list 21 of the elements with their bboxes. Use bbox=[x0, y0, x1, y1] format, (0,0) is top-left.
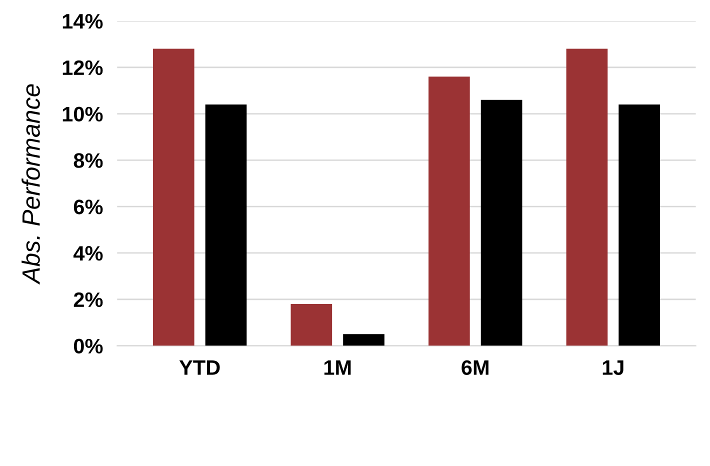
y-tick-label: 12% bbox=[62, 60, 103, 76]
bar bbox=[618, 104, 660, 346]
bar bbox=[205, 104, 247, 346]
y-tick-label: 14% bbox=[62, 14, 103, 29]
y-axis-title: Abs. Performance bbox=[22, 84, 40, 285]
y-tick-label: 8% bbox=[74, 153, 103, 168]
bar bbox=[566, 48, 608, 346]
y-tick-label: 6% bbox=[74, 200, 103, 214]
y-tick-label: 10% bbox=[62, 106, 103, 122]
y-tick-label: 0% bbox=[74, 338, 103, 354]
bar bbox=[480, 100, 522, 346]
bar bbox=[343, 334, 384, 346]
bar bbox=[290, 304, 332, 346]
bar bbox=[428, 76, 470, 346]
x-tick-label: 6M bbox=[462, 360, 488, 375]
x-tick-label: 1M bbox=[324, 360, 351, 375]
x-tick-label: 1J bbox=[602, 360, 624, 375]
bar bbox=[152, 48, 194, 346]
x-tick-label: YTD bbox=[179, 360, 220, 375]
y-tick-label: 4% bbox=[73, 246, 103, 261]
y-tick-label: 2% bbox=[74, 292, 103, 308]
